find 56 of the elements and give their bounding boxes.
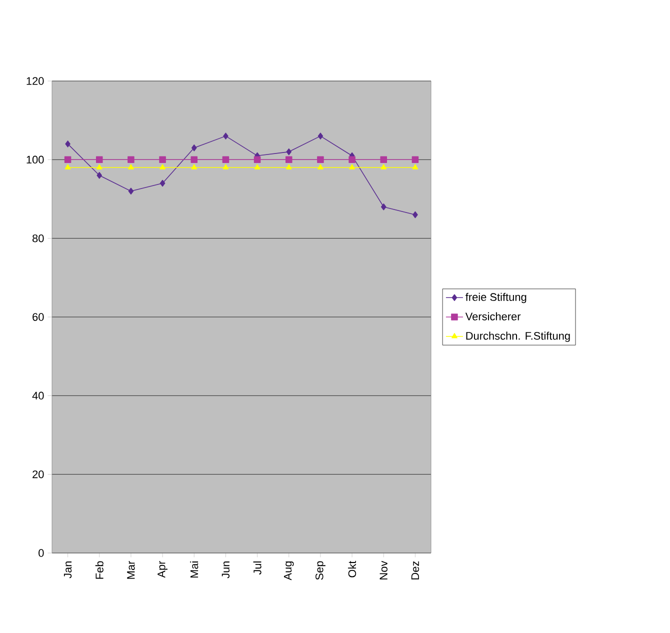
- point: [254, 164, 260, 170]
- point: [96, 164, 102, 170]
- y-tick-label: 100: [26, 156, 44, 164]
- x-tick-label: Okt: [348, 560, 356, 578]
- point: [190, 156, 198, 164]
- point: [191, 144, 197, 152]
- y-tick-label: 60: [32, 313, 44, 321]
- x-tick-label: Feb: [95, 561, 104, 579]
- point: [412, 211, 418, 218]
- point: [223, 132, 228, 140]
- point: [64, 156, 72, 164]
- point: [159, 156, 166, 164]
- point: [380, 164, 387, 170]
- x-tick-label: Jun: [222, 561, 230, 578]
- point: [412, 164, 418, 170]
- point: [128, 164, 134, 170]
- x-tick-label: Mar: [127, 560, 135, 579]
- legend-label: freie Stiftung: [466, 292, 526, 304]
- point: [318, 132, 324, 140]
- point: [160, 180, 166, 187]
- point: [380, 203, 386, 210]
- x-tick-label: Aug: [284, 561, 294, 580]
- y-tick-label: 20: [32, 470, 44, 478]
- x-tick-label: Jul: [253, 562, 262, 575]
- point: [286, 148, 292, 156]
- point: [317, 164, 324, 170]
- point: [96, 156, 103, 164]
- point: [412, 156, 419, 164]
- point: [96, 172, 102, 179]
- x-tick-label: Apr: [158, 560, 168, 578]
- point: [348, 156, 356, 164]
- x-tick-label: Sep: [316, 561, 326, 580]
- point: [285, 156, 292, 164]
- point: [286, 164, 292, 170]
- x-tick-label: Mai: [190, 562, 198, 578]
- x-tick-label: Jan: [64, 561, 72, 578]
- y-tick-label: 0: [38, 549, 44, 557]
- x-tick-label: Dez: [411, 561, 420, 580]
- point: [128, 156, 134, 164]
- legend-label: Durchschn. F.Stiftung: [466, 332, 570, 342]
- point: [349, 164, 356, 170]
- point: [65, 140, 70, 148]
- y-tick-label: 40: [32, 392, 44, 400]
- point: [191, 164, 198, 170]
- point: [380, 156, 388, 164]
- y-tick-label: 120: [26, 77, 44, 85]
- point: [64, 164, 71, 170]
- point: [160, 164, 166, 170]
- point: [254, 156, 261, 164]
- point: [222, 156, 230, 164]
- point: [128, 188, 134, 195]
- point: [317, 156, 324, 164]
- x-tick-label: Nov: [380, 560, 388, 580]
- y-tick-label: 80: [32, 234, 44, 242]
- legend-label: Versicherer: [465, 312, 521, 320]
- point: [222, 164, 229, 170]
